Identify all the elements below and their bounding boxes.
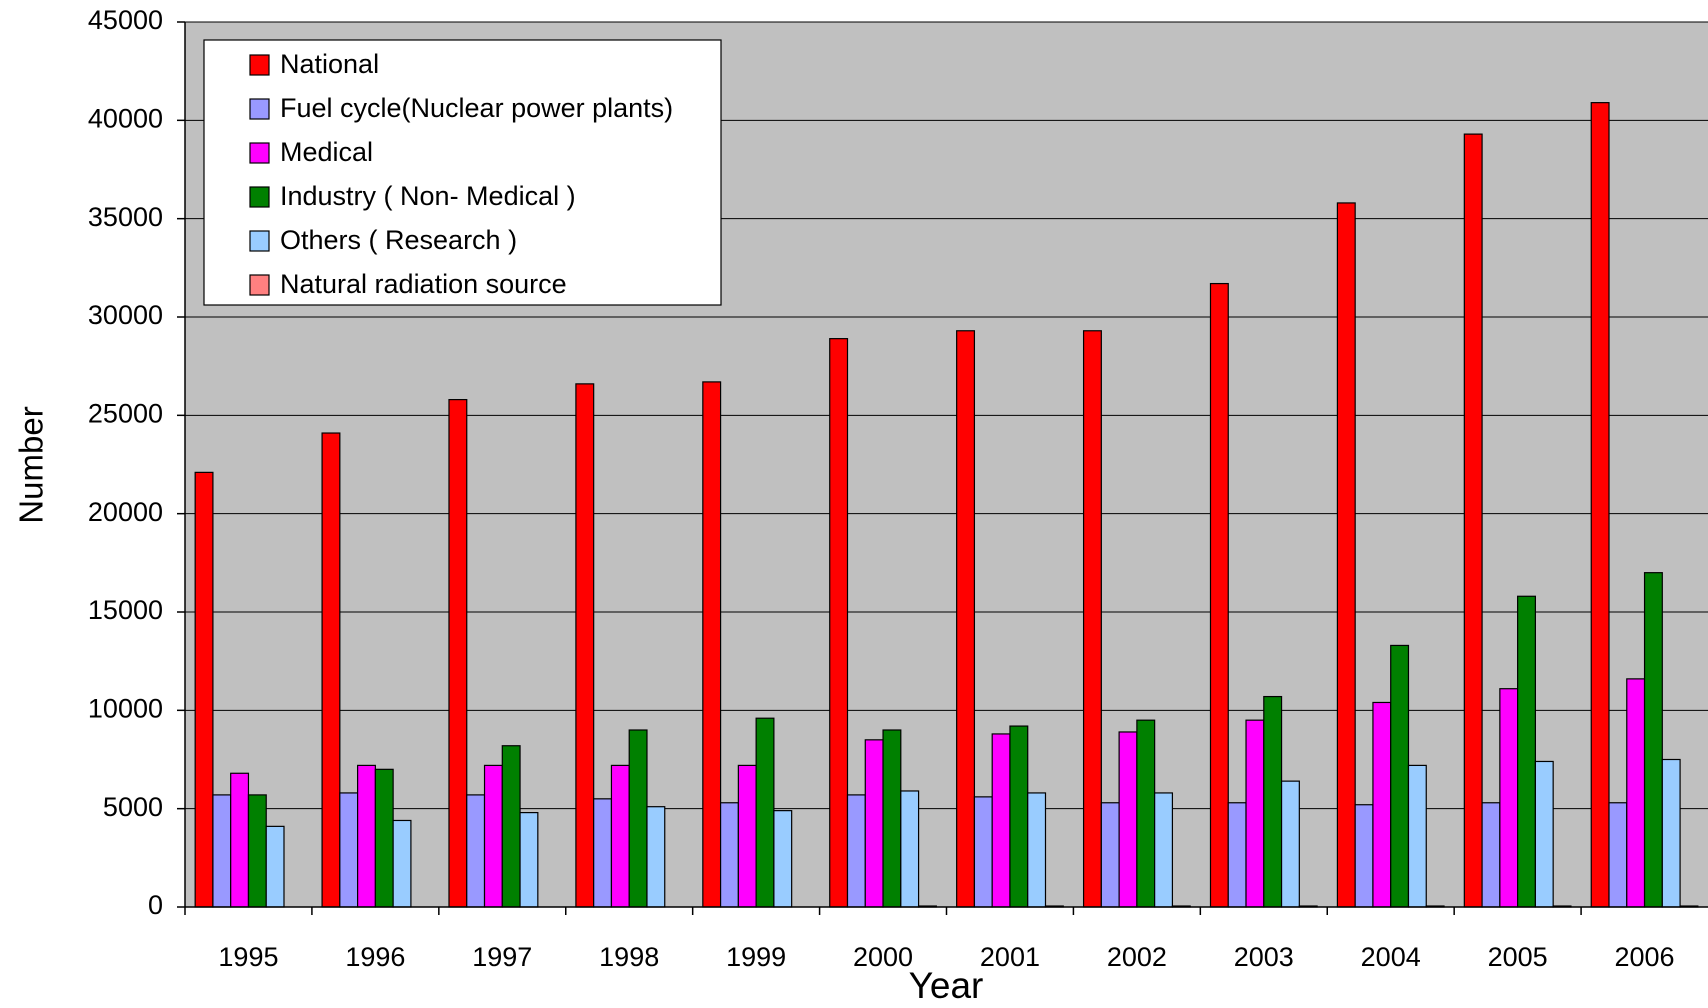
bar [212,794,232,908]
bar [1517,595,1536,908]
bar [1354,804,1374,908]
bar [1154,792,1174,908]
bar [1390,644,1410,908]
bar [1245,719,1265,908]
x-tick-label: 1995 [218,942,278,972]
bar [1463,133,1483,908]
legend-swatch [249,98,270,120]
bar [1227,802,1247,908]
legend-label: Natural radiation source [280,269,567,299]
bar [646,806,666,908]
y-tick-label: 35000 [88,202,163,232]
bar [1336,202,1356,908]
y-tick-label: 25000 [88,398,163,428]
bar [1100,802,1120,908]
bar [973,796,993,908]
bar [466,794,486,908]
x-tick-label: 2003 [1234,942,1294,972]
legend-label: Industry ( Non- Medical ) [280,181,576,211]
bar [374,768,394,908]
bar [1136,719,1156,908]
x-tick-label: 2002 [1107,942,1167,972]
legend-label: Others ( Research ) [280,225,517,255]
y-axis-label: Number [13,406,50,523]
bar [1407,764,1427,908]
bar [448,399,468,908]
bar [846,794,866,908]
bar [1661,758,1681,908]
legend-swatch [249,54,270,76]
bar [702,381,722,908]
bar [247,794,267,908]
x-tick-label: 1996 [345,942,405,972]
bar [991,733,1011,908]
bar [610,764,630,908]
bar [773,810,793,908]
x-tick-label: 1997 [472,942,532,972]
legend-box [203,39,722,306]
bar [882,729,902,908]
bar [593,798,613,908]
bar [829,338,849,908]
y-tick-label: 30000 [88,300,163,330]
bar [357,764,376,908]
x-axis-label: Year [909,965,984,1006]
x-tick-label: 2000 [853,942,913,972]
bar [321,432,341,908]
legend-swatch [249,186,270,208]
y-tick-label: 40000 [88,103,163,133]
legend-swatch [249,142,270,164]
bar [230,772,250,908]
bar [737,764,757,908]
bar [1643,572,1663,908]
y-tick-label: 10000 [88,693,163,723]
legend-label: Fuel cycle(Nuclear power plants) [280,93,673,123]
bar [1027,792,1047,908]
bar [194,471,214,908]
bar [501,745,521,908]
bar [719,802,739,908]
y-tick-label: 0 [148,890,163,920]
bar [956,330,976,908]
bar [1280,780,1300,908]
bar [1590,102,1610,908]
bar [1608,802,1628,908]
bar [1263,695,1283,908]
bar [1209,282,1229,908]
x-tick-label: 2004 [1361,942,1421,972]
bar [864,739,884,908]
bar [1481,802,1501,908]
y-tick-label: 20000 [88,497,163,527]
bar [519,811,539,908]
bar [575,383,595,908]
bar [628,729,648,908]
bar [900,790,920,908]
y-tick-label: 45000 [88,5,163,35]
y-tick-label: 15000 [88,595,163,625]
bar [755,717,775,908]
bar [1499,688,1519,908]
bar [1372,701,1392,908]
legend-label: Medical [280,137,373,167]
bar [1009,725,1029,908]
bar [1082,330,1102,908]
x-tick-label: 2005 [1488,942,1548,972]
x-tick-label: 2006 [1615,942,1675,972]
bar [483,764,503,908]
bar [265,825,285,908]
legend-swatch [249,230,270,252]
x-tick-label: 1998 [599,942,659,972]
bar [392,819,412,908]
legend-label: National [280,49,379,79]
x-tick-label: 1999 [726,942,786,972]
bar [1626,678,1646,908]
bar [1534,760,1554,908]
bar [339,792,359,908]
x-tick-label: 2001 [980,942,1040,972]
y-tick-label: 5000 [103,792,163,822]
bar [1118,731,1138,908]
legend-swatch [249,274,270,296]
